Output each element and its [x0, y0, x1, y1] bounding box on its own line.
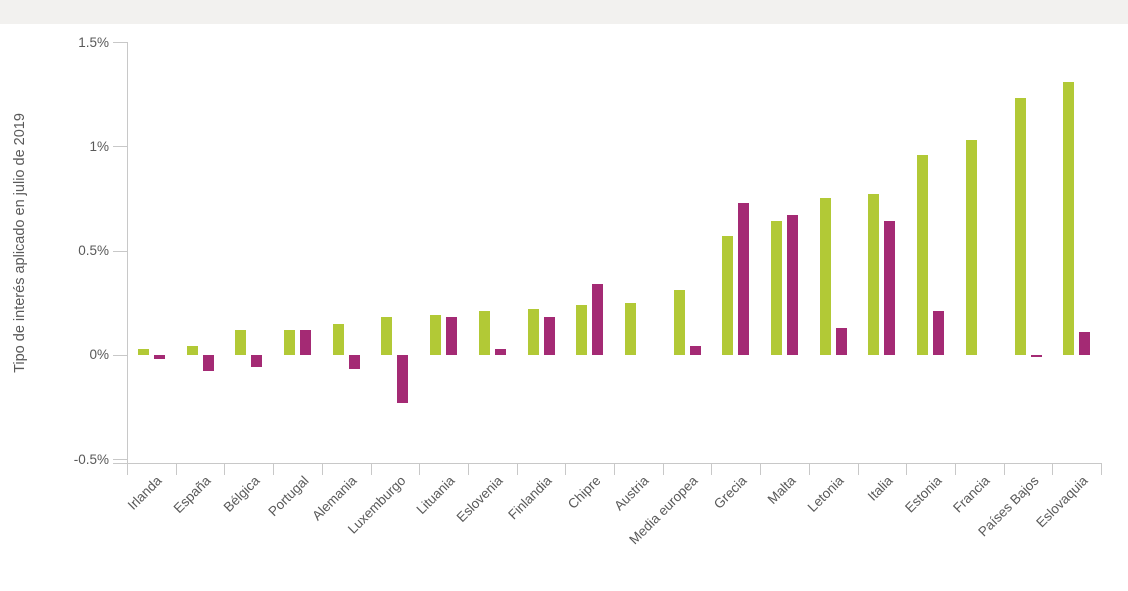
y-tick-label: 0% [89, 347, 109, 363]
bar-series-green-italia [868, 194, 880, 355]
bar-series-green-grecia [722, 235, 734, 355]
x-tick-mark [808, 463, 810, 475]
bar-series-green-media-europea [673, 290, 685, 355]
bar-series-magenta-malta [787, 215, 798, 355]
bar-series-magenta-españa [202, 354, 214, 372]
top-band [0, 0, 1128, 24]
bar-series-magenta-italia [884, 221, 896, 355]
x-tick-mark [175, 463, 177, 475]
bar-series-green-austria [624, 302, 636, 355]
bar-series-magenta-estonia [933, 311, 945, 355]
x-tick-mark [516, 463, 518, 475]
x-tick-mark [1052, 463, 1054, 475]
y-axis-line [127, 42, 128, 463]
bar-series-magenta-grecia [738, 202, 750, 355]
y-tick-mark [113, 146, 127, 148]
x-tick-mark [954, 463, 956, 475]
x-tick-mark [127, 463, 128, 475]
bar-series-green-chipre [576, 304, 588, 355]
y-tick-label: -0.5% [73, 451, 109, 467]
x-tick-mark [467, 463, 469, 475]
y-tick-mark [113, 250, 127, 252]
x-tick-mark [273, 463, 275, 475]
bar-series-green-lituania [430, 315, 442, 355]
bar-series-green-irlanda [137, 348, 149, 355]
bar-series-green-españa [186, 346, 198, 355]
bar-series-magenta-portugal [300, 329, 311, 355]
x-tick-mark [662, 463, 664, 475]
bar-series-green-finlandia [527, 308, 539, 355]
bar-series-magenta-eslovaquia [1079, 331, 1091, 355]
y-tick-mark [113, 42, 127, 43]
bar-series-green-portugal [284, 329, 295, 355]
bar-series-green-países-bajos [1014, 98, 1026, 355]
bar-series-green-alemania [332, 323, 344, 355]
x-tick-mark [760, 463, 762, 475]
bar-series-green-eslovaquia [1063, 81, 1075, 355]
bar-series-green-letonia [819, 198, 831, 355]
bar-series-magenta-luxemburgo [397, 354, 409, 403]
x-tick-mark [857, 463, 859, 475]
x-tick-mark [711, 463, 713, 475]
bar-series-green-francia [965, 140, 977, 355]
bar-series-magenta-media-europea [689, 346, 701, 355]
bar-series-magenta-finlandia [543, 317, 555, 355]
bar-series-green-bélgica [235, 329, 247, 355]
y-tick-mark [113, 459, 127, 460]
x-tick-mark [565, 463, 567, 475]
y-tick-label: 0.5% [78, 243, 109, 258]
x-tick-mark [906, 463, 908, 475]
bar-series-magenta-letonia [835, 327, 847, 355]
x-tick-mark [321, 463, 323, 475]
y-tick-mark [113, 354, 127, 356]
bar-series-green-estonia [917, 154, 929, 355]
bar-series-green-luxemburgo [381, 317, 393, 355]
x-tick-mark [370, 463, 372, 475]
bar-series-magenta-chipre [592, 283, 604, 355]
y-tick-label: 1.5% [78, 34, 109, 50]
bar-series-magenta-lituania [446, 317, 458, 355]
bar-series-magenta-irlanda [153, 354, 165, 359]
y-tick-label: 1% [89, 138, 109, 154]
x-axis-line [113, 463, 1102, 464]
x-tick-mark [419, 463, 421, 475]
x-tick-mark [224, 463, 226, 475]
bar-series-magenta-alemania [348, 354, 360, 370]
bar-series-green-eslovenia [478, 311, 490, 355]
x-tick-mark [1101, 463, 1102, 475]
bar-series-green-malta [771, 221, 782, 355]
bar-series-magenta-países-bajos [1030, 354, 1042, 357]
x-tick-mark [1003, 463, 1005, 475]
bar-series-magenta-eslovenia [494, 348, 506, 355]
bar-series-magenta-bélgica [251, 354, 263, 368]
x-tick-mark [614, 463, 615, 475]
